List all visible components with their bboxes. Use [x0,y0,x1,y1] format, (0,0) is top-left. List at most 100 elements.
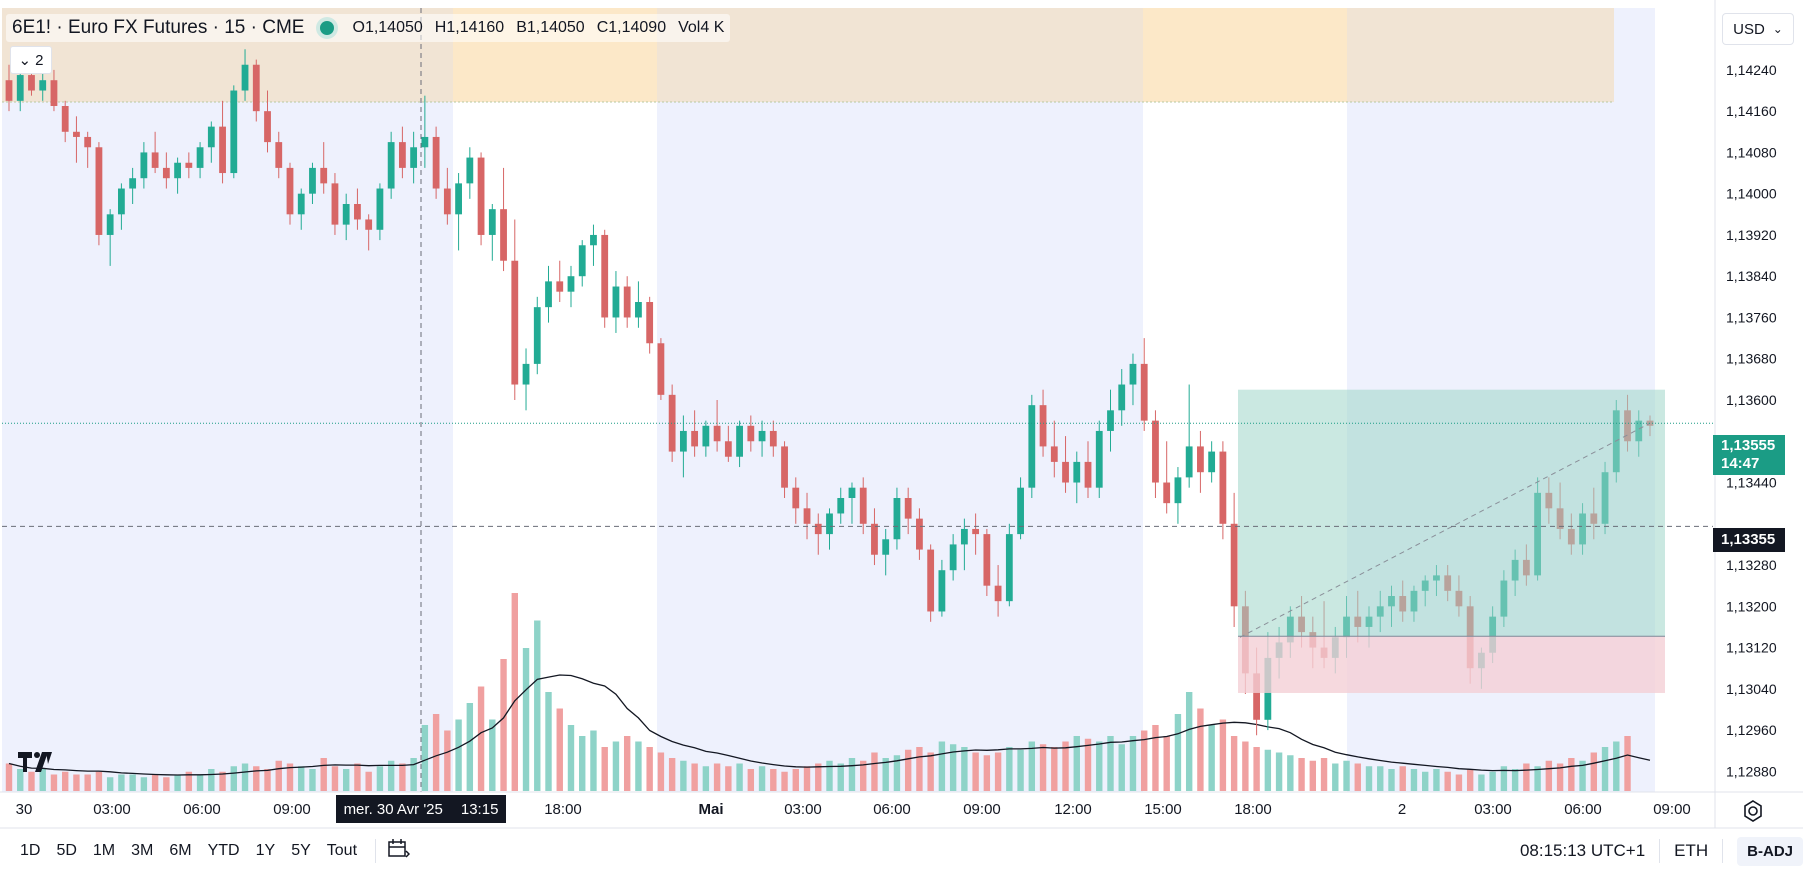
candle [73,116,80,163]
volume-bar [860,760,867,791]
volume-bar [1017,749,1024,791]
range-all[interactable]: Tout [326,842,358,859]
volume-bar [1185,692,1193,791]
volume-bar [230,766,237,791]
open-label: O [352,19,365,36]
volume-bar [702,766,710,791]
candle [241,49,249,101]
long-position-stop-zone[interactable] [1238,636,1665,693]
candle [837,487,845,524]
time-tick-label: 09:00 [963,801,1001,818]
volume-bar [185,771,193,791]
range-5d[interactable]: 5D [56,842,77,859]
candle [1174,467,1182,524]
candle [904,487,912,535]
volume-bar [1163,736,1170,791]
volume-bar [399,763,406,791]
candle-body [590,234,597,246]
range-ytd[interactable]: YTD [207,842,240,859]
volume-moving-average-line [8,674,1651,776]
time-tick-label: 06:00 [1564,801,1602,818]
candle [376,183,384,241]
utc-clock[interactable]: 08:15:13 UTC+1 [1519,841,1646,860]
candle [61,100,69,143]
volume-bar [174,774,181,791]
volume-bar [1107,736,1114,791]
candle [297,188,305,230]
volume-bar [1354,763,1361,791]
candle [443,167,451,225]
adjustment-toggle[interactable]: B-ADJ [1737,836,1803,866]
volume-bar [1118,744,1125,791]
time-tick-label: 18:00 [544,801,582,818]
range-3m[interactable]: 3M [131,842,154,859]
candle [252,59,260,122]
session-toggle[interactable]: ETH [1674,841,1709,860]
candle [286,162,294,225]
crosshair-date: mer. 30 Avr '25 [343,800,443,818]
candle-body [635,302,642,318]
tradingview-logo-icon[interactable] [18,752,56,777]
candle [432,126,440,199]
volume-value: 4 K [700,19,725,36]
candle [769,420,777,457]
candle-body [994,585,1002,602]
currency-select[interactable]: USD ⌄ [1722,13,1794,45]
volume-bar [387,760,395,791]
volume-bar [354,763,361,791]
bottom-toolbar: 1D 5D 1M 3M 6M YTD 1Y 5Y Tout 08:15:13 U… [0,828,1803,874]
candle [724,425,732,462]
time-tick-label: 30 [16,801,33,818]
candle-body [1129,363,1137,385]
candle [117,183,125,230]
volume-bar [163,777,170,791]
candle-body [50,80,58,106]
volume-bar [1579,760,1586,791]
candle [983,528,991,596]
volume-bar [129,774,136,791]
candle-body [342,204,350,225]
volume-bar [1523,763,1530,791]
symbol-title[interactable]: 6E1! · Euro FX Futures · 15 · CME [12,17,305,38]
candle [635,281,642,328]
candle [994,565,1002,617]
range-1m[interactable]: 1M [92,842,116,859]
candle-body [264,111,271,143]
volume-bar [84,774,91,791]
calendar-range-icon[interactable] [386,837,411,866]
volume-bar [635,741,642,791]
volume-bar [1174,714,1182,791]
candle-body [354,204,361,220]
range-5y[interactable]: 5Y [291,842,311,859]
volume-bar [1242,741,1249,791]
candle [387,131,395,199]
indicators-toggle-button[interactable]: ⌄ 2 [10,46,52,74]
candle-body [1219,451,1227,524]
time-tick-label: 03:00 [93,801,131,818]
divider [1659,839,1661,863]
candle-body [275,142,283,168]
candle-body [1028,405,1036,488]
candle-body [1197,446,1204,473]
candle [713,400,721,452]
market-status-icon[interactable] [320,21,335,35]
gear-icon[interactable] [1740,798,1766,824]
candle-body [960,528,968,545]
volume-bar [151,774,159,791]
candle-body [252,64,260,112]
candle [859,477,867,535]
candle [522,348,530,411]
volume-bar [893,755,901,791]
volume-bar [275,760,282,791]
volume-bar [219,771,226,791]
range-1y[interactable]: 1Y [255,842,276,859]
range-1d[interactable]: 1D [20,842,41,859]
volume-bar [376,766,384,791]
long-position-target-zone[interactable] [1238,389,1665,637]
crosshair-time: 13:15 [460,800,499,818]
price-tick-label: 1,13200 [1726,598,1777,614]
range-6m[interactable]: 6M [169,842,192,859]
candle [871,508,878,566]
price-tick-label: 1,12880 [1726,763,1777,779]
